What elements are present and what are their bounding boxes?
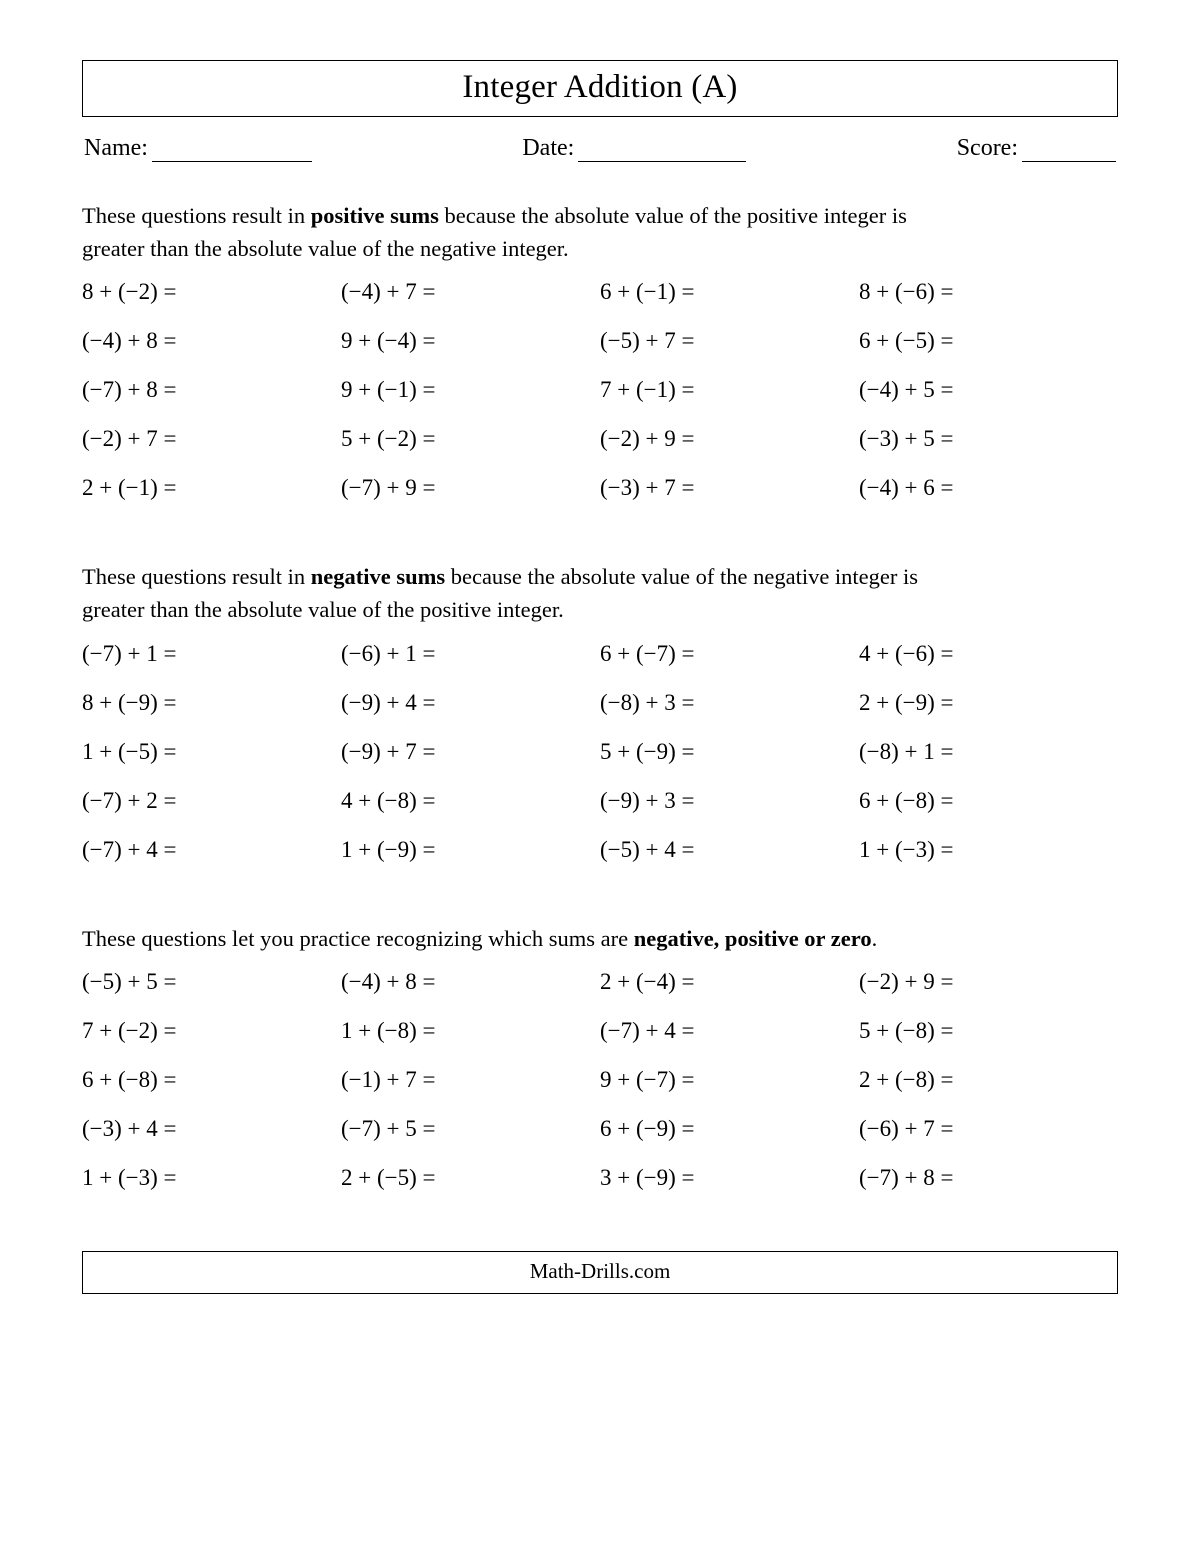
problem: (−9) + 3 =: [600, 788, 859, 814]
problem: 2 + (−5) =: [341, 1165, 600, 1191]
desc-bold: negative sums: [311, 564, 445, 589]
desc-post: .: [872, 926, 878, 951]
problem: (−6) + 7 =: [859, 1116, 1118, 1142]
section: These questions result in negative sums …: [82, 561, 1118, 862]
problem: 6 + (−8) =: [82, 1067, 341, 1093]
problem: 9 + (−7) =: [600, 1067, 859, 1093]
name-line[interactable]: [152, 138, 312, 162]
problem: (−8) + 3 =: [600, 690, 859, 716]
problem: 1 + (−3) =: [82, 1165, 341, 1191]
page-title: Integer Addition (A): [83, 69, 1117, 106]
problem: 8 + (−6) =: [859, 279, 1118, 305]
desc-pre: These questions let you practice recogni…: [82, 926, 634, 951]
problem: (−6) + 1 =: [341, 641, 600, 667]
problem: 1 + (−3) =: [859, 837, 1118, 863]
problem: (−2) + 9 =: [600, 426, 859, 452]
problem: 3 + (−9) =: [600, 1165, 859, 1191]
problem: 4 + (−6) =: [859, 641, 1118, 667]
problem: 6 + (−1) =: [600, 279, 859, 305]
problem: (−4) + 6 =: [859, 475, 1118, 501]
problem: 1 + (−8) =: [341, 1018, 600, 1044]
problem: (−1) + 7 =: [341, 1067, 600, 1093]
desc-pre: These questions result in: [82, 203, 311, 228]
score-label: Score:: [957, 135, 1018, 162]
problem: (−3) + 5 =: [859, 426, 1118, 452]
problem: 7 + (−2) =: [82, 1018, 341, 1044]
problem: 7 + (−1) =: [600, 377, 859, 403]
score-field: Score:: [957, 135, 1116, 162]
problem: (−3) + 7 =: [600, 475, 859, 501]
problem: 6 + (−8) =: [859, 788, 1118, 814]
score-line[interactable]: [1022, 138, 1116, 162]
problem: 6 + (−5) =: [859, 328, 1118, 354]
problem: 1 + (−9) =: [341, 837, 600, 863]
problem: (−4) + 8 =: [82, 328, 341, 354]
problem: (−5) + 7 =: [600, 328, 859, 354]
date-line[interactable]: [578, 138, 746, 162]
footer-box: Math-Drills.com: [82, 1251, 1118, 1294]
problem: 6 + (−9) =: [600, 1116, 859, 1142]
desc-bold: positive sums: [311, 203, 439, 228]
problem: (−7) + 8 =: [82, 377, 341, 403]
problem: 4 + (−8) =: [341, 788, 600, 814]
section: These questions let you practice recogni…: [82, 923, 1118, 1192]
problem: (−3) + 4 =: [82, 1116, 341, 1142]
problem-grid: 8 + (−2) =(−4) + 7 =6 + (−1) =8 + (−6) =…: [82, 279, 1118, 501]
desc-bold: negative, positive or zero: [634, 926, 872, 951]
problem: 5 + (−8) =: [859, 1018, 1118, 1044]
problem: (−7) + 1 =: [82, 641, 341, 667]
name-field: Name:: [84, 135, 312, 162]
title-box: Integer Addition (A): [82, 60, 1118, 117]
problem: 9 + (−1) =: [341, 377, 600, 403]
name-label: Name:: [84, 135, 148, 162]
problem: (−4) + 7 =: [341, 279, 600, 305]
footer-text: Math-Drills.com: [530, 1259, 671, 1283]
problem: (−7) + 8 =: [859, 1165, 1118, 1191]
problem: (−7) + 5 =: [341, 1116, 600, 1142]
problem: (−9) + 4 =: [341, 690, 600, 716]
date-label: Date:: [522, 135, 574, 162]
problem: 2 + (−9) =: [859, 690, 1118, 716]
desc-pre: These questions result in: [82, 564, 311, 589]
problem: 5 + (−2) =: [341, 426, 600, 452]
problem: (−5) + 5 =: [82, 969, 341, 995]
problem: (−2) + 7 =: [82, 426, 341, 452]
sections-container: These questions result in positive sums …: [82, 200, 1118, 1191]
problem-grid: (−7) + 1 =(−6) + 1 =6 + (−7) =4 + (−6) =…: [82, 641, 1118, 863]
section-description: These questions result in positive sums …: [82, 200, 972, 265]
problem: (−7) + 2 =: [82, 788, 341, 814]
problem: 8 + (−2) =: [82, 279, 341, 305]
problem: (−7) + 4 =: [600, 1018, 859, 1044]
problem: 1 + (−5) =: [82, 739, 341, 765]
fields-row: Name: Date: Score:: [82, 135, 1118, 162]
problem: (−4) + 5 =: [859, 377, 1118, 403]
date-field: Date:: [522, 135, 746, 162]
problem: 9 + (−4) =: [341, 328, 600, 354]
section-description: These questions result in negative sums …: [82, 561, 972, 626]
problem: 8 + (−9) =: [82, 690, 341, 716]
problem: 6 + (−7) =: [600, 641, 859, 667]
problem-grid: (−5) + 5 =(−4) + 8 =2 + (−4) =(−2) + 9 =…: [82, 969, 1118, 1191]
problem: (−9) + 7 =: [341, 739, 600, 765]
problem: (−5) + 4 =: [600, 837, 859, 863]
problem: 2 + (−8) =: [859, 1067, 1118, 1093]
problem: (−8) + 1 =: [859, 739, 1118, 765]
problem: 2 + (−1) =: [82, 475, 341, 501]
section-description: These questions let you practice recogni…: [82, 923, 972, 956]
section: These questions result in positive sums …: [82, 200, 1118, 501]
problem: (−4) + 8 =: [341, 969, 600, 995]
problem: (−7) + 4 =: [82, 837, 341, 863]
problem: 5 + (−9) =: [600, 739, 859, 765]
problem: (−7) + 9 =: [341, 475, 600, 501]
problem: 2 + (−4) =: [600, 969, 859, 995]
problem: (−2) + 9 =: [859, 969, 1118, 995]
